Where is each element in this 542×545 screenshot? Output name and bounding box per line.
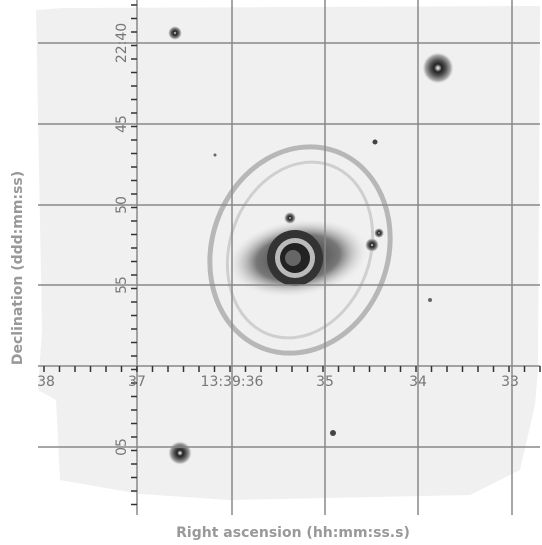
dec-label: 22:40 — [114, 23, 130, 63]
dec-label: 05 — [114, 438, 130, 456]
x-axis-title: Right ascension (hh:mm:ss.s) — [176, 525, 410, 541]
ra-label: 37 — [128, 374, 146, 390]
ra-label: 38 — [37, 374, 55, 390]
dec-label: 50 — [114, 196, 130, 214]
dec-label: 55 — [114, 276, 130, 294]
central-star — [267, 230, 323, 286]
ra-label: 35 — [316, 374, 334, 390]
sky-image-view: 38 37 13:39:36 35 34 33 22:40 45 50 55 0… — [0, 0, 542, 545]
dec-label: 45 — [114, 115, 130, 133]
y-axis-title: Declination (ddd:mm:ss) — [10, 171, 26, 365]
ra-label: 33 — [501, 374, 519, 390]
ra-label: 34 — [409, 374, 427, 390]
ra-label: 13:39:36 — [201, 374, 264, 390]
